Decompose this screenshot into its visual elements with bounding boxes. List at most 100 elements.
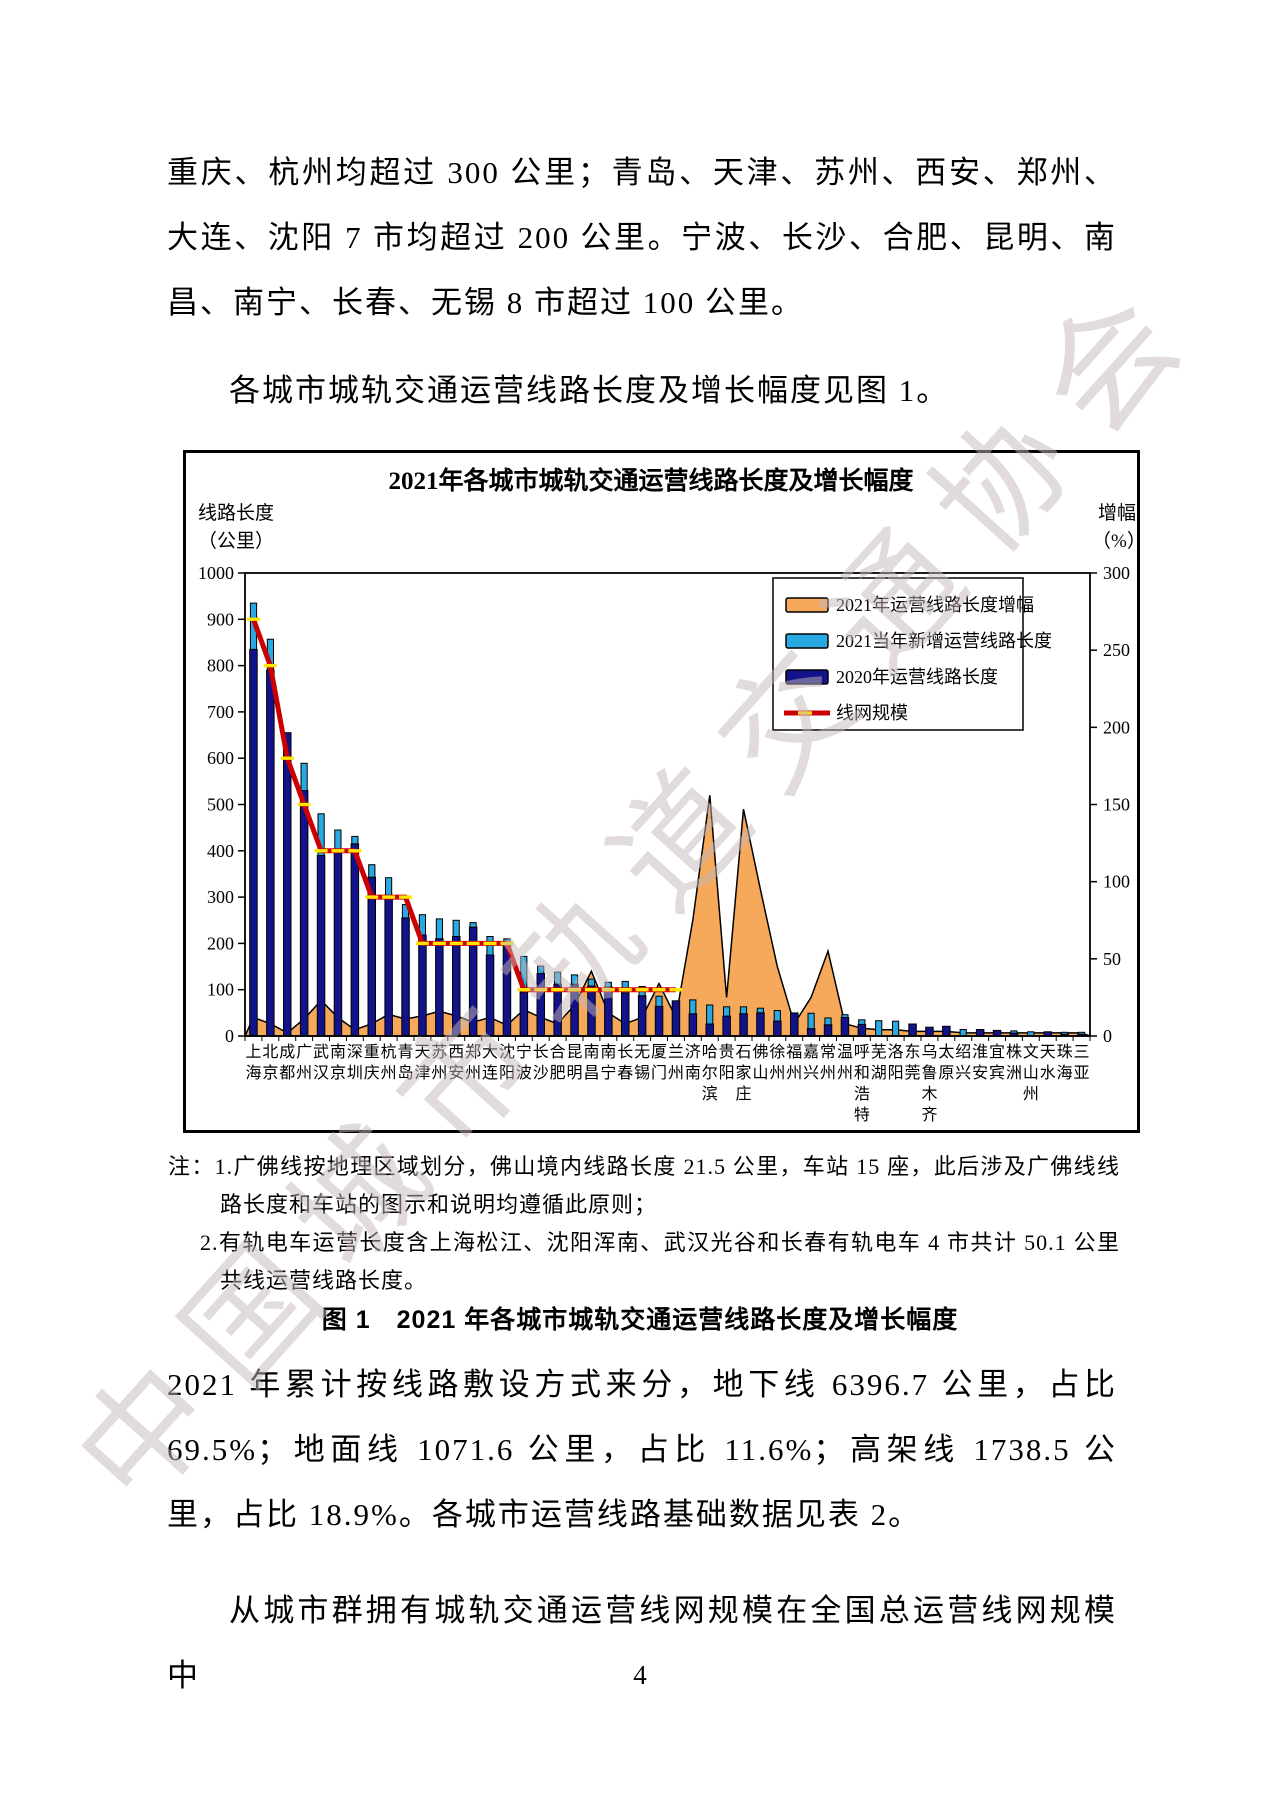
bar-2020 [722, 1015, 731, 1037]
bar-2021-new [300, 762, 308, 792]
bar-2021-new [570, 974, 579, 985]
bar-2020 [350, 843, 360, 1037]
svg-text:滨: 滨 [702, 1085, 718, 1103]
svg-text:青: 青 [398, 1043, 414, 1061]
svg-text:文: 文 [1023, 1043, 1039, 1061]
bar-2020 [536, 973, 545, 1037]
svg-text:京: 京 [330, 1064, 346, 1082]
svg-text:嘉: 嘉 [803, 1043, 819, 1061]
bar-2020 [790, 1012, 799, 1037]
svg-text:250: 250 [1103, 640, 1130, 660]
svg-text:天: 天 [1040, 1044, 1056, 1061]
svg-text:杭: 杭 [381, 1043, 397, 1061]
bar-2021-new [418, 914, 427, 936]
svg-text:0: 0 [1103, 1026, 1112, 1046]
svg-text:2020年运营线路长度: 2020年运营线路长度 [836, 667, 998, 687]
figure-note-1: 注：1.广佛线按地理区域划分，佛山境内线路长度 21.5 公里，车站 15 座，… [168, 1154, 1120, 1217]
bar-2021-new [689, 999, 697, 1015]
bar-2020 [705, 1023, 714, 1037]
svg-text:芜: 芜 [871, 1043, 887, 1061]
svg-text:（公里）: （公里） [198, 530, 274, 552]
figure-1-chart: 0 100 200 300 400 500 600 700 800 900 1000 0 50 100 15… [198, 466, 1137, 1124]
svg-text:岛: 岛 [398, 1064, 414, 1082]
svg-text:（%）: （%） [1092, 530, 1137, 552]
bar-2021-new [554, 971, 562, 985]
paragraph-city-clusters: 从城市群拥有城轨交通运营线网规模在全国总运营线网规模中 [167, 1593, 1117, 1693]
paragraph-line-types: 2021 年累计按线路敷设方式来分，地下线 6396.7 公里，占比 69.5%… [167, 1367, 1117, 1532]
svg-text:贵: 贵 [719, 1043, 735, 1061]
svg-text:呼: 呼 [854, 1043, 870, 1061]
svg-text:珠: 珠 [1057, 1043, 1073, 1061]
svg-text:800: 800 [207, 656, 234, 676]
bar-2021-new [1010, 1030, 1018, 1034]
svg-text:木: 木 [921, 1085, 937, 1103]
bar-2020 [975, 1029, 985, 1037]
svg-text:州: 州 [431, 1065, 447, 1082]
svg-text:鲁: 鲁 [921, 1064, 937, 1082]
svg-text:汉: 汉 [313, 1064, 329, 1082]
svg-text:波: 波 [516, 1064, 532, 1082]
svg-text:海: 海 [245, 1064, 261, 1082]
bar-2020 [283, 732, 292, 1037]
svg-text:都: 都 [279, 1064, 295, 1082]
svg-text:安: 安 [972, 1064, 988, 1082]
bar-2021-new [587, 978, 595, 987]
bar-2021-new [807, 1012, 815, 1030]
svg-text:明: 明 [567, 1065, 583, 1082]
svg-text:温: 温 [837, 1043, 853, 1061]
svg-text:合: 合 [550, 1043, 566, 1061]
bar-2021-new [841, 1014, 849, 1019]
svg-text:州: 州 [296, 1065, 312, 1082]
figure-note-2: 2.有轨电车运营长度含上海松江、沈阳浑南、武汉光谷和长春有轨电车 4 市共计 5… [200, 1230, 1120, 1293]
bar-2020 [452, 936, 461, 1037]
bar-2020 [384, 896, 393, 1037]
svg-text:莞: 莞 [905, 1064, 921, 1082]
bar-2021-new [655, 995, 663, 1007]
figure-1: 0 100 200 300 400 500 600 700 800 900 1000 0 50 100 15… [183, 450, 1140, 1133]
bar-2020 [299, 790, 309, 1037]
svg-text:上: 上 [245, 1043, 261, 1061]
figure-caption: 图 1 2021 年各城市城轨交通运营线路长度及增长幅度 [321, 1306, 959, 1334]
svg-text:2021年运营线路长度增幅: 2021年运营线路长度增幅 [836, 595, 1034, 615]
bar-2021-new [1077, 1031, 1086, 1035]
svg-text:长: 长 [617, 1043, 633, 1061]
bar-2020 [485, 954, 495, 1037]
svg-text:厦: 厦 [651, 1044, 667, 1061]
bar-2020 [401, 917, 410, 1037]
bar-2020 [688, 1013, 698, 1037]
svg-text:浩: 浩 [854, 1085, 870, 1103]
bar-2020 [604, 986, 613, 1037]
svg-text:南: 南 [583, 1043, 599, 1061]
svg-text:州: 州 [668, 1065, 684, 1082]
svg-text:兰: 兰 [668, 1043, 684, 1061]
bar-2020 [316, 854, 326, 1037]
bar-2020 [806, 1028, 816, 1037]
svg-text:洲: 洲 [1006, 1065, 1022, 1082]
svg-text:东: 东 [905, 1043, 921, 1061]
svg-text:圳: 圳 [347, 1064, 363, 1082]
svg-text:洛: 洛 [888, 1043, 904, 1061]
svg-text:700: 700 [207, 702, 234, 722]
svg-text:春: 春 [617, 1064, 633, 1082]
bar-2021-new [824, 1017, 832, 1026]
svg-text:宾: 宾 [989, 1064, 1005, 1082]
svg-text:兴: 兴 [955, 1064, 971, 1082]
svg-text:绍: 绍 [955, 1043, 971, 1061]
bar-2021-new [334, 829, 342, 852]
svg-text:增幅: 增幅 [1098, 502, 1136, 524]
bar-2021-new [706, 1004, 714, 1025]
svg-text:州: 州 [465, 1065, 481, 1082]
svg-text:400: 400 [207, 841, 234, 861]
svg-text:西: 西 [448, 1044, 464, 1061]
svg-text:淮: 淮 [972, 1043, 988, 1061]
bar-2020 [621, 992, 630, 1037]
svg-text:宁: 宁 [516, 1043, 532, 1061]
svg-text:兴: 兴 [803, 1064, 819, 1082]
bar-2021-new [723, 1006, 731, 1017]
bar-2020 [435, 938, 444, 1037]
svg-text:庄: 庄 [736, 1085, 752, 1103]
svg-text:阳: 阳 [888, 1064, 904, 1082]
svg-text:成: 成 [279, 1043, 295, 1061]
bar-2020 [654, 1005, 664, 1037]
